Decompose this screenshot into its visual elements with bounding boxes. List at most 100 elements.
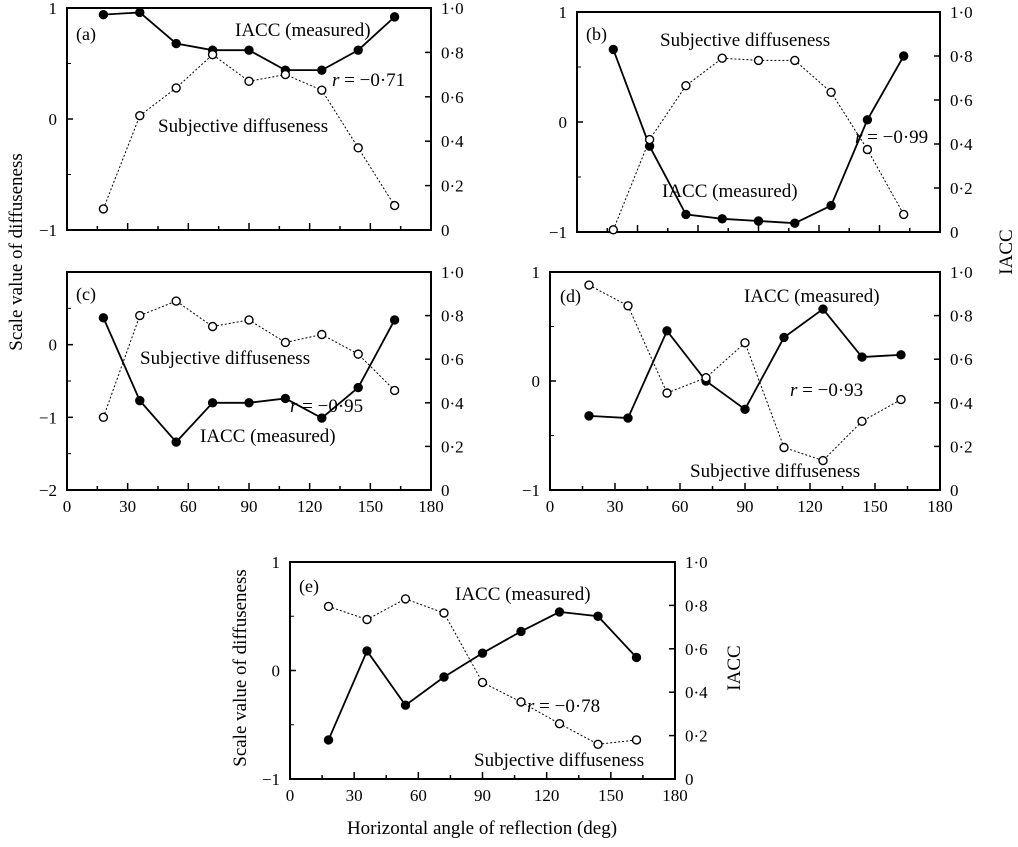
y-tick-label-left: 1	[49, 0, 58, 18]
data-point-iacc	[389, 315, 400, 325]
data-point-diffuseness	[323, 601, 334, 612]
y-tick-label-right: 0	[950, 481, 959, 500]
y-tick-label-right: 0·6	[685, 640, 708, 659]
y-tick-label-right: 0·6	[441, 88, 464, 107]
data-point-diffuseness	[818, 455, 828, 466]
panel-label: (a)	[76, 24, 96, 45]
data-point-diffuseness	[631, 735, 642, 745]
series-label-diffuseness: Subjective diffuseness	[474, 750, 644, 771]
data-point-diffuseness	[862, 144, 873, 155]
x-tick-label: 150	[862, 497, 888, 516]
y-tick-label-right: 0	[441, 481, 450, 500]
correlation-annotation: r = −0·95	[290, 396, 363, 417]
data-point-iacc	[439, 672, 449, 682]
data-point-diffuseness	[317, 85, 327, 95]
data-point-iacc	[171, 38, 181, 49]
data-point-iacc	[135, 7, 145, 18]
y-tick-label-right: 0·4	[685, 683, 708, 702]
panel-a: 1 0 −1 1·0 0·8 0·6 0·4 0·2 0 (a) IACC (measured) Su…	[39, 0, 464, 240]
x-tick-label: 30	[607, 497, 624, 516]
x-axis-title: Horizontal angle of reflection (deg)	[347, 818, 617, 839]
y-axis-title-left-e: Scale value of diffuseness	[230, 569, 251, 767]
data-point-iacc	[171, 437, 181, 447]
y-tick-label-left: 1	[272, 553, 281, 572]
y-tick-label-right: 0·4	[950, 394, 973, 413]
series-label-diffuseness: Subjective diffuseness	[158, 116, 328, 137]
correlation-annotation: r = −0·78	[527, 696, 600, 717]
x-tick-label: 0	[286, 786, 295, 805]
y-tick-label-right: 0·2	[950, 437, 973, 456]
data-point-iacc	[98, 313, 109, 323]
y-tick-label-left: 0	[49, 110, 58, 129]
series-label-diffuseness: Subjective diffuseness	[660, 30, 830, 51]
y-tick-label-left: −1	[522, 481, 540, 500]
data-point-diffuseness	[740, 338, 750, 348]
data-point-diffuseness	[753, 55, 764, 66]
data-point-iacc	[862, 115, 873, 125]
data-point-iacc	[662, 326, 672, 336]
data-point-diffuseness	[171, 296, 181, 306]
data-point-iacc	[554, 607, 565, 617]
data-point-iacc	[477, 648, 488, 658]
data-point-diffuseness	[681, 80, 691, 91]
data-point-diffuseness	[554, 718, 565, 729]
correlation-annotation: r = −0·71	[332, 70, 405, 91]
data-point-iacc	[317, 413, 327, 423]
data-point-diffuseness	[896, 394, 906, 405]
x-tick-label: 150	[598, 786, 624, 805]
data-point-diffuseness	[389, 200, 400, 211]
x-tick-label: 0	[63, 497, 72, 516]
x-tick-label: 180	[418, 497, 444, 516]
data-point-diffuseness	[280, 337, 291, 348]
data-point-diffuseness	[353, 349, 363, 359]
x-tick-label: 120	[797, 497, 823, 516]
data-point-diffuseness	[779, 442, 789, 453]
data-point-iacc	[353, 45, 363, 55]
series-label-iacc: IACC (measured)	[455, 584, 591, 605]
data-point-iacc	[826, 200, 836, 211]
y-tick-label-left: −2	[39, 481, 57, 500]
data-point-diffuseness	[135, 110, 145, 121]
data-point-diffuseness	[717, 53, 727, 63]
panels: 1 0 −1 1·0 0·8 0·6 0·4 0·2 0 (a) IACC (measured) Su…	[39, 0, 973, 805]
data-point-iacc	[593, 611, 603, 621]
correlation-annotation: r = −0·99	[855, 127, 928, 148]
data-point-iacc	[584, 411, 594, 421]
data-point-iacc	[353, 382, 363, 393]
y-tick-label-right: 0·4	[441, 132, 464, 151]
data-point-diffuseness	[662, 388, 672, 398]
series-line-iacc	[327, 610, 638, 741]
x-tick-label: 120	[297, 497, 323, 516]
y-tick-label-right: 0·4	[441, 394, 464, 413]
y-tick-label-left: 0	[49, 336, 58, 355]
data-point-diffuseness	[584, 280, 594, 290]
data-point-iacc	[207, 398, 218, 408]
y-axis-title-right: IACC	[996, 229, 1017, 274]
data-point-iacc	[631, 652, 642, 663]
series-label-iacc: IACC (measured)	[662, 181, 798, 202]
panel-c: 0 30 60 90 120 150 1800−1−21·00·80·60·40·20(c)…	[39, 263, 464, 516]
y-tick-label-right: 0·8	[685, 596, 708, 615]
y-tick-label-right: 0·2	[950, 179, 973, 198]
data-point-diffuseness	[826, 87, 836, 98]
data-point-iacc	[681, 209, 691, 220]
y-tick-label-right: 0·6	[441, 350, 464, 369]
data-point-iacc	[516, 626, 526, 637]
y-tick-label-right: 0·4	[950, 135, 973, 154]
series-line-iacc	[588, 307, 902, 419]
x-tick-label: 0	[546, 497, 555, 516]
data-point-iacc	[896, 350, 906, 360]
y-tick-label-left: 0	[532, 372, 541, 391]
y-tick-label-left: 1	[532, 263, 541, 282]
data-point-diffuseness	[171, 83, 181, 93]
data-point-iacc	[362, 646, 372, 656]
y-tick-label-left: −1	[39, 408, 57, 427]
data-point-iacc	[753, 216, 764, 226]
data-point-iacc	[608, 44, 618, 55]
x-tick-label: 90	[241, 497, 258, 516]
data-point-iacc	[790, 218, 800, 228]
data-point-iacc	[717, 214, 727, 224]
data-point-iacc	[779, 332, 789, 343]
data-point-diffuseness	[644, 134, 655, 145]
